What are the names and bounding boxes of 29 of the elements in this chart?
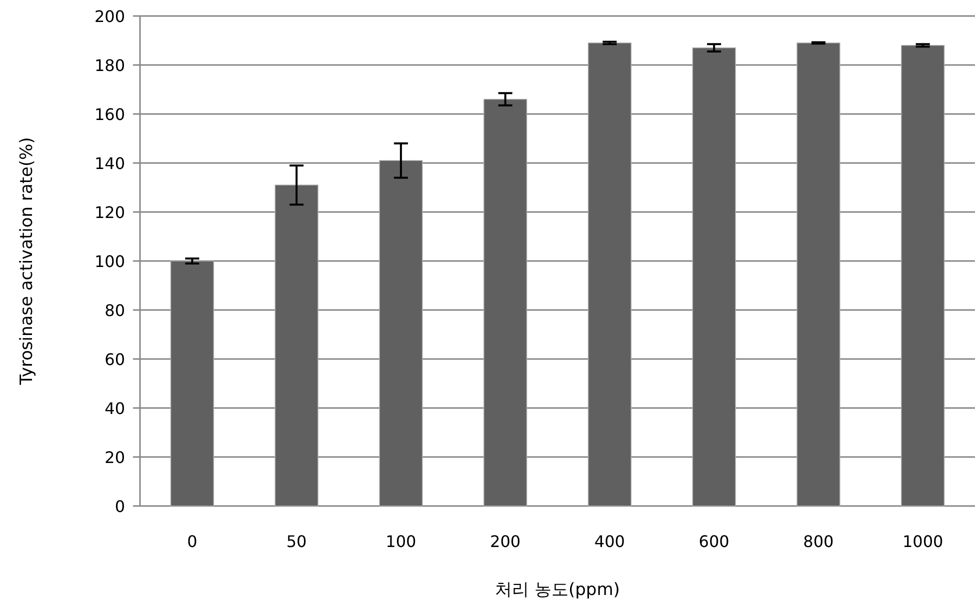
bar <box>274 184 318 506</box>
y-tick-label: 180 <box>94 56 125 75</box>
y-tick-label: 160 <box>94 105 125 124</box>
bar <box>484 98 528 506</box>
y-tick-label: 60 <box>104 350 125 369</box>
x-tick-label: 200 <box>490 532 521 551</box>
x-tick-label: 100 <box>386 532 416 551</box>
y-tick-label: 120 <box>94 203 125 222</box>
x-tick-label: 0 <box>187 532 198 551</box>
x-axis-title: 처리 농도(ppm) <box>495 580 620 600</box>
bar <box>379 160 423 506</box>
y-tick-label: 140 <box>94 154 125 173</box>
y-tick-label: 0 <box>114 497 125 516</box>
bar <box>692 47 736 506</box>
y-tick-label: 20 <box>104 448 125 467</box>
x-tick-label: 800 <box>803 532 834 551</box>
bar <box>170 260 214 506</box>
bar <box>588 42 632 506</box>
bar <box>901 45 945 506</box>
y-tick-label: 200 <box>94 7 125 26</box>
y-tick-label: 80 <box>104 301 125 320</box>
x-tick-label: 1000 <box>902 532 944 551</box>
bar <box>796 42 840 506</box>
y-axis-title: Tyrosinase activation rate(%) <box>17 137 37 386</box>
x-tick-label: 400 <box>594 532 625 551</box>
y-tick-label: 100 <box>94 252 125 271</box>
x-tick-label: 600 <box>698 532 730 551</box>
y-tick-label: 40 <box>104 399 125 418</box>
x-tick-label: 50 <box>286 532 307 551</box>
